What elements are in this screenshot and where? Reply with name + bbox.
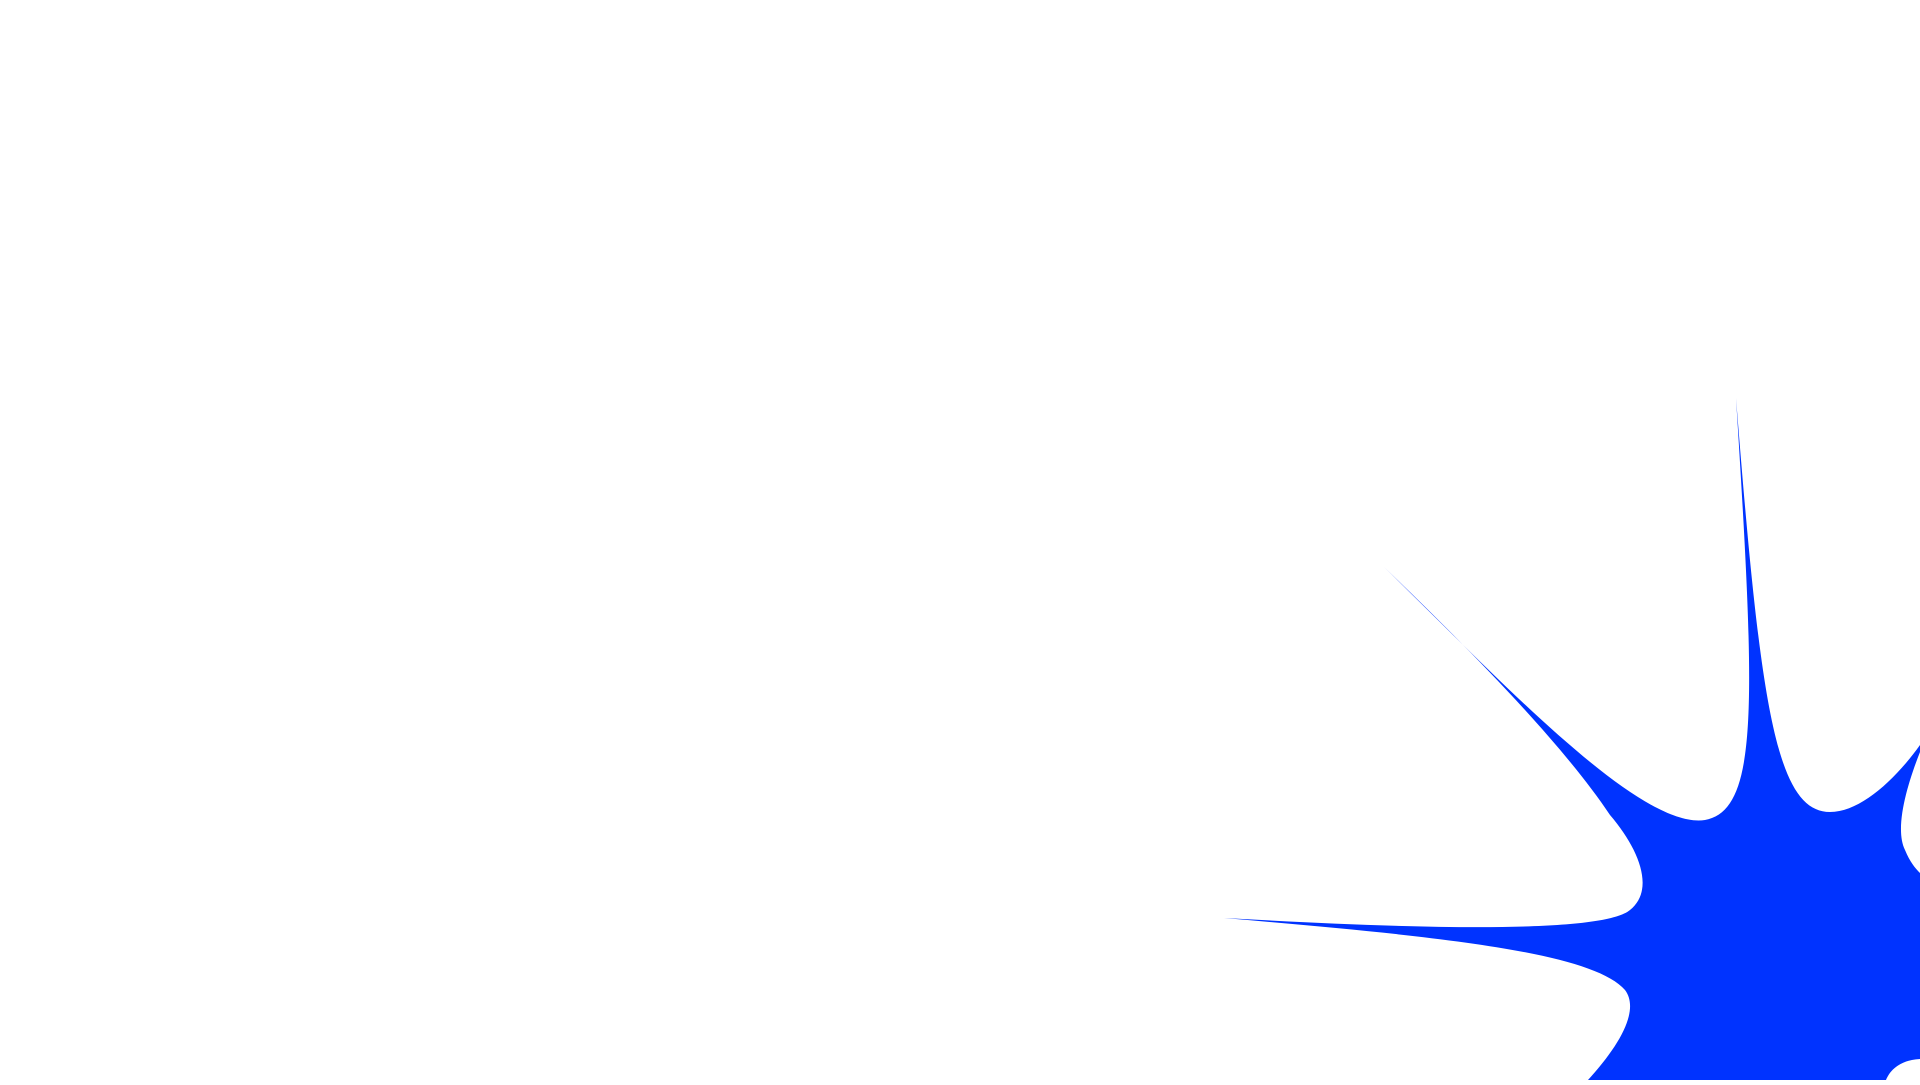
blue-star-shape [1224,398,1920,1080]
